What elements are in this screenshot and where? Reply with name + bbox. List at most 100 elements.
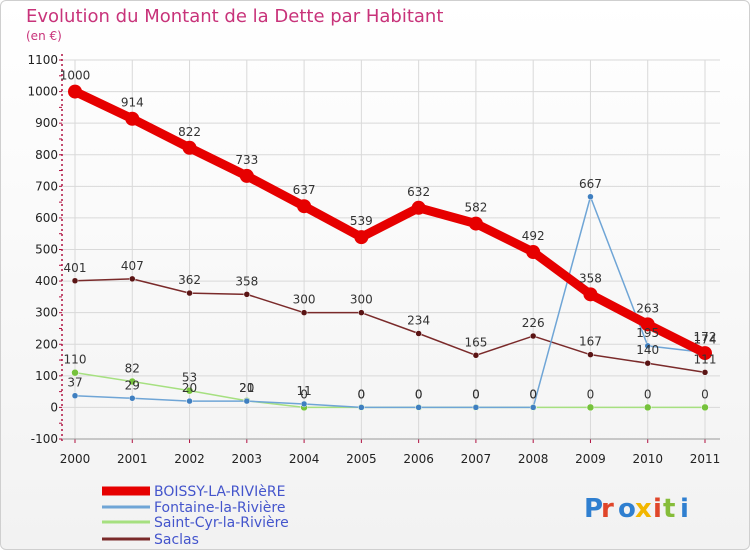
series-point-3 (243, 291, 251, 298)
x-tick-label: 2006 (403, 452, 434, 466)
x-tick-label: 2005 (346, 452, 377, 466)
series-point-1 (129, 395, 136, 402)
data-label-0: 172 (694, 330, 717, 344)
legend: BOISSY-LA-RIVIèREFontaine-la-RivièreSain… (102, 484, 289, 548)
data-label-0: 733 (235, 153, 258, 167)
data-label-1: 0 (529, 387, 537, 401)
x-tick-label: 2000 (60, 452, 91, 466)
data-label-2: 0 (358, 387, 366, 401)
data-label-1: 20 (239, 381, 254, 395)
series-point-3 (472, 352, 480, 359)
data-label-1: 20 (182, 381, 197, 395)
data-label-0: 582 (464, 201, 487, 215)
series-point-2 (643, 403, 652, 412)
logo-letter: r (601, 494, 614, 524)
y-tick-label: 500 (35, 243, 58, 257)
series-point-1 (300, 400, 308, 408)
x-tick-label: 2011 (690, 452, 721, 466)
logo-letter: P (584, 494, 603, 524)
y-tick-label: 400 (35, 274, 58, 288)
y-tick-label: 700 (35, 179, 58, 193)
x-tick-label: 2004 (289, 452, 320, 466)
y-tick-label: 900 (35, 116, 58, 130)
series-point-1 (644, 342, 651, 350)
series-point-2 (128, 377, 137, 386)
series-point-3 (129, 275, 136, 283)
chart-title: Evolution du Montant de la Dette par Hab… (26, 6, 443, 27)
series-point-2 (185, 386, 194, 395)
data-label-3: 407 (121, 259, 144, 273)
data-label-3: 300 (350, 293, 373, 307)
y-tick-label: 200 (35, 337, 58, 351)
series-point-1 (587, 193, 594, 201)
logo-letter: x (635, 494, 652, 524)
y-tick-label: 300 (35, 306, 58, 320)
y-tick-label: 600 (35, 211, 58, 225)
data-label-1: 11 (296, 384, 311, 398)
logo-letter: i (653, 494, 662, 524)
series-point-1 (415, 404, 422, 411)
legend-label-3: Saclas (154, 532, 199, 548)
series-point-1 (472, 404, 480, 411)
series-point-2 (71, 368, 79, 377)
data-label-2: 0 (300, 387, 308, 401)
data-label-3: 300 (293, 293, 316, 307)
data-label-3: 167 (579, 335, 602, 349)
series-point-0 (698, 346, 712, 361)
data-label-2: 82 (125, 362, 140, 376)
series-point-0 (125, 111, 140, 126)
x-tick-label: 2010 (632, 452, 663, 466)
data-label-0: 358 (579, 271, 602, 285)
data-label-3: 165 (464, 335, 487, 349)
data-label-3: 362 (178, 273, 201, 287)
series-point-3 (644, 359, 651, 367)
series-point-1 (243, 397, 251, 405)
data-label-2: 0 (587, 387, 595, 401)
series-line-2 (74, 371, 706, 409)
series-line-3 (74, 278, 706, 374)
data-label-3: 358 (235, 274, 258, 288)
data-label-2: 0 (415, 387, 423, 401)
logo-letter: o (618, 494, 636, 524)
x-tick-label: 2007 (461, 452, 492, 466)
y-tick-label: -100 (31, 432, 58, 446)
x-tick-label: 2001 (117, 452, 148, 466)
y-tick-label: 1000 (27, 85, 58, 99)
data-label-2: 110 (64, 353, 87, 367)
data-label-1: 0 (472, 387, 480, 401)
logo-letter: t (663, 494, 675, 524)
y-tick-label: 100 (35, 369, 58, 383)
series-point-3 (529, 332, 537, 340)
data-label-0: 632 (407, 185, 430, 199)
data-label-0: 1000 (60, 69, 91, 83)
data-label-3: 111 (694, 352, 717, 366)
chart-unit: (en €) (26, 29, 62, 43)
data-label-2: 0 (529, 387, 537, 401)
data-label-2: 53 (182, 371, 197, 385)
y-tick-label: 800 (35, 148, 58, 162)
legend-label-2: Saint-Cyr-la-Rivière (154, 515, 289, 531)
grid (62, 59, 720, 440)
data-label-3: 140 (636, 343, 659, 357)
series-point-1 (71, 392, 79, 399)
x-tick-label: 2009 (575, 452, 606, 466)
data-label-3: 234 (407, 314, 430, 328)
legend-label-1: Fontaine-la-Rivière (154, 500, 285, 516)
series-point-3 (587, 351, 594, 358)
data-labels: 1000 914 822 733 637 539 632 582 492 358 263 172 37 2… (60, 69, 717, 402)
series-point-1 (186, 397, 193, 405)
data-label-3: 401 (64, 261, 87, 275)
logo-letter: i (680, 494, 689, 524)
data-label-1: 195 (636, 326, 659, 340)
series-point-0 (239, 168, 254, 183)
data-label-2: 0 (644, 387, 652, 401)
data-label-1: 37 (67, 376, 82, 390)
data-label-1: 29 (125, 378, 140, 392)
data-label-1: 0 (415, 387, 423, 401)
x-tick-label: 2008 (518, 452, 549, 466)
data-label-0: 539 (350, 214, 373, 228)
data-label-3: 226 (522, 316, 545, 330)
series-point-0 (68, 84, 82, 99)
series-line-0 (70, 87, 710, 358)
